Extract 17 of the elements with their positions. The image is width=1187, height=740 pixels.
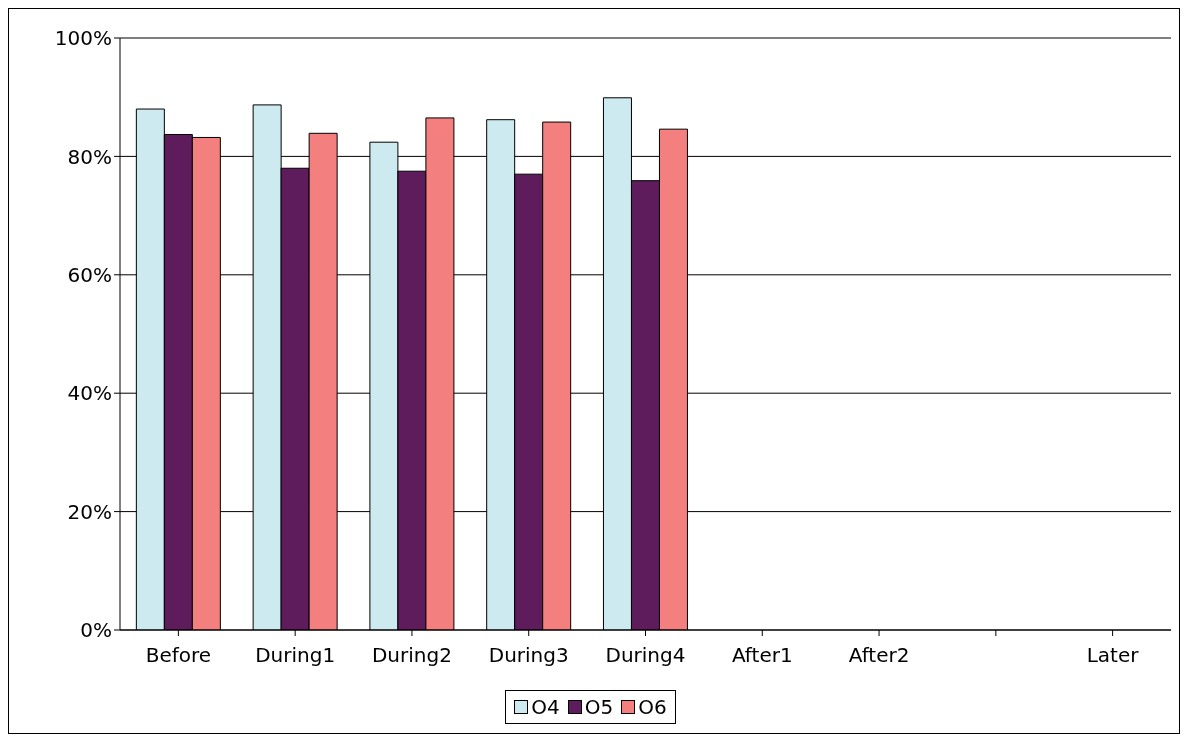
x-tick-label: After1 (731, 643, 793, 668)
x-tick-label: Before (145, 643, 212, 668)
legend-label: O4 (530, 695, 560, 719)
x-tick-label: During3 (488, 643, 569, 668)
y-tick-label: 100% (54, 26, 112, 51)
x-tick-label: Later (1086, 643, 1140, 668)
y-tick-label: 60% (67, 262, 112, 287)
y-tick-label: 0% (80, 618, 112, 643)
y-tick-label: 20% (67, 499, 112, 524)
y-tick-label: 40% (67, 381, 112, 406)
y-tick-label: 80% (67, 144, 112, 169)
legend-label: O6 (637, 695, 667, 719)
legend-label: O5 (583, 695, 614, 719)
x-tick-label: During2 (371, 643, 452, 668)
x-tick-label: During4 (605, 643, 686, 668)
x-tick-label: During1 (255, 643, 336, 668)
x-tick-label: After2 (848, 643, 910, 668)
